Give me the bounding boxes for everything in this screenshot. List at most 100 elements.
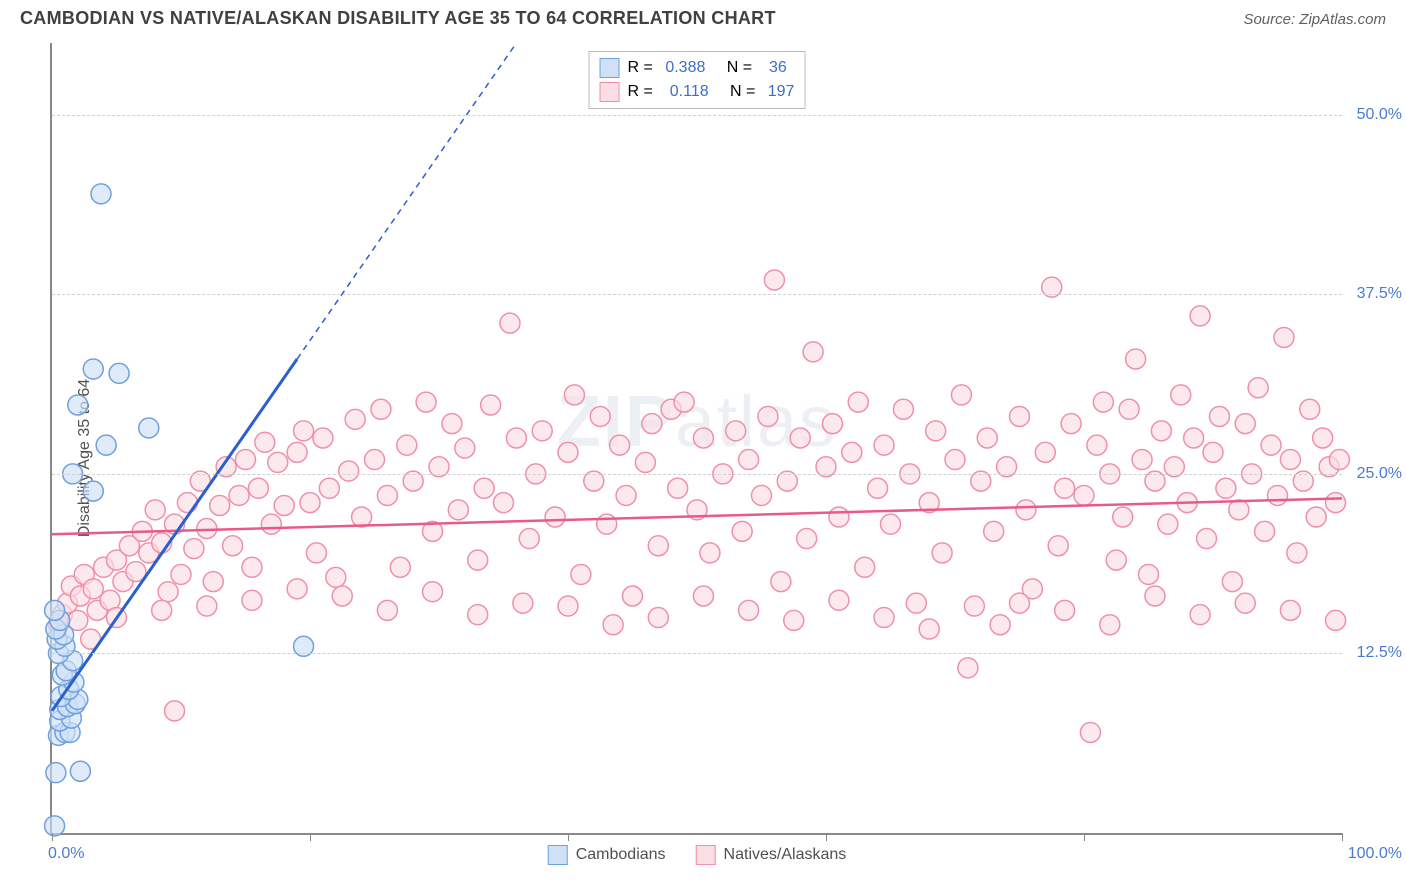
y-tick-label: 50.0%	[1347, 106, 1402, 124]
data-point	[1197, 529, 1217, 549]
chart-source: Source: ZipAtlas.com	[1243, 11, 1386, 28]
data-point	[739, 600, 759, 620]
data-point	[1048, 536, 1068, 556]
data-point	[1209, 406, 1229, 426]
swatch-series2	[600, 82, 620, 102]
data-point	[1061, 414, 1081, 434]
data-point	[1313, 428, 1333, 448]
data-point	[558, 442, 578, 462]
data-point	[1055, 600, 1075, 620]
data-point	[1274, 327, 1294, 347]
x-tick	[1342, 833, 1343, 841]
x-label-min: 0.0%	[48, 845, 84, 863]
data-point	[171, 564, 191, 584]
data-point	[1190, 306, 1210, 326]
data-point	[790, 428, 810, 448]
data-point	[423, 582, 443, 602]
x-tick	[310, 833, 311, 841]
trend-line-series1-dashed	[297, 43, 516, 359]
data-point	[1203, 442, 1223, 462]
gridline	[52, 294, 1342, 295]
data-point	[474, 478, 494, 498]
data-point	[45, 816, 65, 836]
data-point	[958, 658, 978, 678]
data-point	[932, 543, 952, 563]
data-point	[287, 579, 307, 599]
data-point	[1074, 485, 1094, 505]
gridline	[52, 653, 1342, 654]
data-point	[739, 450, 759, 470]
data-point	[1300, 399, 1320, 419]
y-tick-label: 25.0%	[1347, 465, 1402, 483]
data-point	[1255, 521, 1275, 541]
data-point	[881, 514, 901, 534]
data-point	[83, 481, 103, 501]
swatch-series1	[600, 58, 620, 78]
data-point	[610, 435, 630, 455]
data-point	[229, 485, 249, 505]
x-label-max: 100.0%	[1348, 845, 1402, 863]
data-point	[1229, 500, 1249, 520]
data-point	[468, 605, 488, 625]
data-point	[1080, 722, 1100, 742]
data-point	[564, 385, 584, 405]
data-point	[648, 608, 668, 628]
data-point	[165, 701, 185, 721]
legend-row-series1: R = 0.388 N = 36	[600, 56, 795, 80]
y-tick-label: 12.5%	[1347, 644, 1402, 662]
gridline	[52, 115, 1342, 116]
data-point	[990, 615, 1010, 635]
data-point	[726, 421, 746, 441]
data-point	[313, 428, 333, 448]
data-point	[1016, 500, 1036, 520]
data-point	[1151, 421, 1171, 441]
data-point	[274, 496, 294, 516]
data-point	[377, 485, 397, 505]
data-point	[468, 550, 488, 570]
data-point	[513, 593, 533, 613]
data-point	[1261, 435, 1281, 455]
data-point	[848, 392, 868, 412]
data-point	[1326, 610, 1346, 630]
data-point	[1119, 399, 1139, 419]
data-point	[268, 452, 288, 472]
data-point	[855, 557, 875, 577]
data-point	[752, 485, 772, 505]
data-point	[874, 435, 894, 455]
data-point	[158, 582, 178, 602]
data-point	[248, 478, 268, 498]
chart-header: CAMBODIAN VS NATIVE/ALASKAN DISABILITY A…	[0, 0, 1406, 33]
data-point	[1248, 378, 1268, 398]
data-point	[83, 579, 103, 599]
swatch-series1-b	[548, 845, 568, 865]
data-point	[842, 442, 862, 462]
data-point	[1190, 605, 1210, 625]
data-point	[1280, 450, 1300, 470]
data-point	[83, 359, 103, 379]
data-point	[1171, 385, 1191, 405]
data-point	[771, 572, 791, 592]
correlation-legend: R = 0.388 N = 36 R = 0.118 N = 197	[589, 51, 806, 109]
data-point	[455, 438, 475, 458]
data-point	[306, 543, 326, 563]
data-point	[1184, 428, 1204, 448]
data-point	[506, 428, 526, 448]
data-point	[494, 493, 514, 513]
data-point	[300, 493, 320, 513]
data-point	[1268, 485, 1288, 505]
data-point	[1106, 550, 1126, 570]
data-point	[242, 557, 262, 577]
swatch-series2-b	[696, 845, 716, 865]
data-point	[1087, 435, 1107, 455]
data-point	[345, 409, 365, 429]
data-point	[1235, 414, 1255, 434]
scatter-svg	[52, 43, 1342, 833]
data-point	[1055, 478, 1075, 498]
data-point	[1093, 392, 1113, 412]
data-point	[674, 392, 694, 412]
data-point	[829, 590, 849, 610]
data-point	[951, 385, 971, 405]
data-point	[68, 395, 88, 415]
data-point	[784, 610, 804, 630]
data-point	[242, 590, 262, 610]
